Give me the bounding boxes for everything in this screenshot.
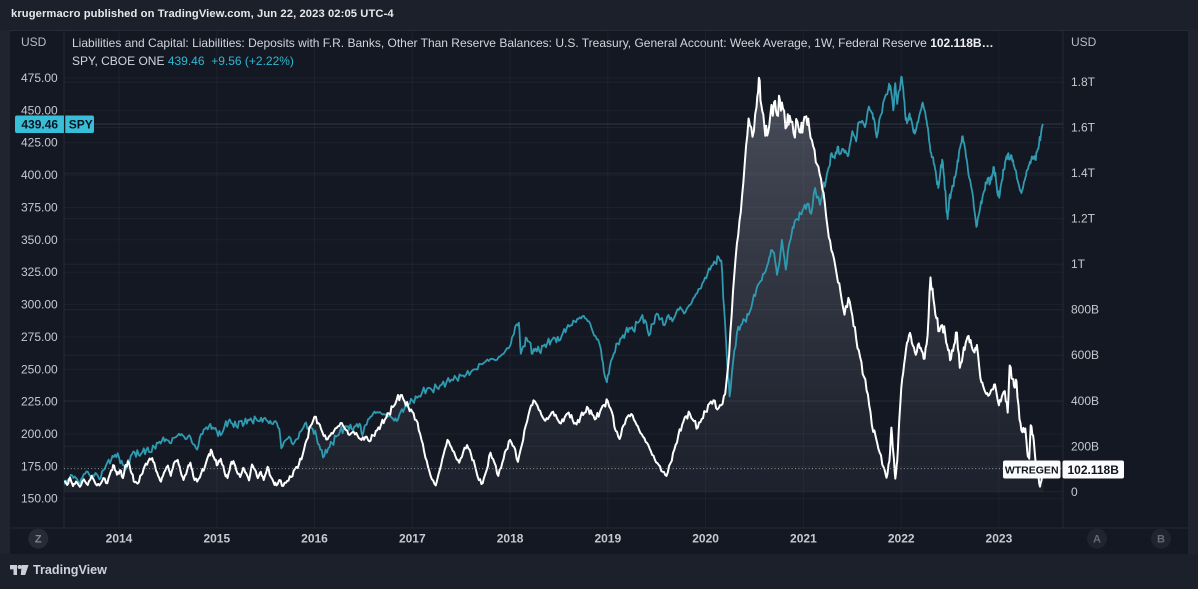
svg-text:USD: USD xyxy=(1071,35,1097,49)
svg-text:1.6T: 1.6T xyxy=(1071,121,1096,135)
svg-text:350.00: 350.00 xyxy=(21,233,58,247)
svg-text:2022: 2022 xyxy=(888,532,915,546)
svg-text:200.00: 200.00 xyxy=(21,427,58,441)
svg-text:USD: USD xyxy=(21,35,47,49)
svg-text:200B: 200B xyxy=(1071,439,1099,453)
svg-text:2016: 2016 xyxy=(301,532,328,546)
svg-text:2021: 2021 xyxy=(790,532,817,546)
svg-text:2018: 2018 xyxy=(497,532,524,546)
svg-text:2023: 2023 xyxy=(986,532,1013,546)
svg-text:1T: 1T xyxy=(1071,257,1086,271)
svg-text:450.00: 450.00 xyxy=(21,103,58,117)
svg-text:600B: 600B xyxy=(1071,348,1099,362)
svg-text:325.00: 325.00 xyxy=(21,265,58,279)
svg-text:375.00: 375.00 xyxy=(21,201,58,215)
svg-text:400B: 400B xyxy=(1071,394,1099,408)
svg-text:475.00: 475.00 xyxy=(21,71,58,85)
svg-text:175.00: 175.00 xyxy=(21,459,58,473)
svg-text:SPY: SPY xyxy=(69,118,93,132)
svg-text:2014: 2014 xyxy=(106,532,133,546)
svg-text:800B: 800B xyxy=(1071,303,1099,317)
svg-text:B: B xyxy=(1157,534,1165,546)
svg-text:2015: 2015 xyxy=(203,532,230,546)
svg-text:300.00: 300.00 xyxy=(21,298,58,312)
svg-text:1.2T: 1.2T xyxy=(1071,212,1096,226)
svg-text:425.00: 425.00 xyxy=(21,136,58,150)
svg-text:150.00: 150.00 xyxy=(21,492,58,506)
svg-text:250.00: 250.00 xyxy=(21,362,58,376)
svg-text:1.4T: 1.4T xyxy=(1071,166,1096,180)
svg-text:WTREGEN: WTREGEN xyxy=(1005,465,1059,477)
svg-text:1.8T: 1.8T xyxy=(1071,75,1096,89)
svg-text:400.00: 400.00 xyxy=(21,168,58,182)
svg-text:225.00: 225.00 xyxy=(21,395,58,409)
svg-text:A: A xyxy=(1093,534,1101,546)
svg-text:2017: 2017 xyxy=(399,532,426,546)
svg-text:2020: 2020 xyxy=(692,532,719,546)
svg-text:2019: 2019 xyxy=(594,532,621,546)
svg-text:275.00: 275.00 xyxy=(21,330,58,344)
svg-text:0: 0 xyxy=(1071,485,1078,499)
svg-text:Z: Z xyxy=(35,534,42,546)
svg-text:439.46: 439.46 xyxy=(21,118,58,132)
svg-text:102.118B: 102.118B xyxy=(1068,463,1120,477)
